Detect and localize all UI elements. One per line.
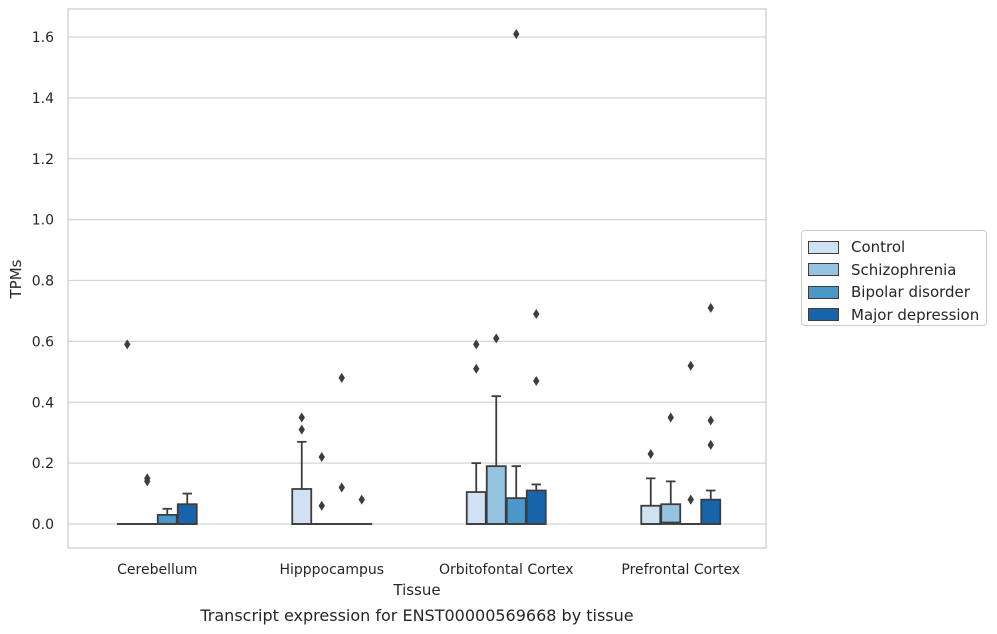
x-tick-label: Cerebellum — [117, 562, 197, 578]
box-major-depression — [351, 494, 373, 525]
legend-label: Schizophrenia — [851, 260, 957, 279]
outlier-point — [493, 333, 500, 344]
box-schizophrenia — [136, 473, 158, 525]
outlier-point — [144, 476, 151, 487]
box-major-depression — [525, 308, 547, 525]
box-rect — [640, 504, 662, 525]
legend: Control Schizophrenia Bipolar disorder Majo… — [801, 230, 987, 326]
outlier-point — [318, 452, 325, 463]
box-schizophrenia — [311, 452, 333, 525]
y-tick-label: 0.4 — [32, 395, 54, 411]
box-bipolar-disorder — [505, 28, 527, 525]
outlier-point — [298, 412, 305, 423]
outlier-point — [318, 500, 325, 511]
legend-swatch — [808, 308, 839, 322]
outlier-point — [358, 494, 365, 505]
y-tick-label: 0.0 — [32, 517, 54, 533]
outlier-point — [687, 494, 694, 505]
outlier-point — [338, 372, 345, 383]
legend-item: Schizophrenia — [808, 259, 986, 282]
box-bipolar-disorder — [680, 360, 702, 525]
outlier-point — [473, 339, 480, 350]
box-control — [291, 412, 313, 525]
outlier-point — [667, 412, 674, 423]
chart-caption: Transcript expression for ENST0000056966… — [200, 606, 634, 625]
outlier-point — [298, 424, 305, 435]
outlier-point — [707, 439, 714, 450]
x-tick-label: Hipppocampus — [279, 562, 384, 578]
outlier-point — [338, 482, 345, 493]
box-control — [465, 339, 487, 525]
legend-label: Bipolar disorder — [851, 283, 970, 302]
x-tick-label: Prefrontal Cortex — [621, 562, 740, 578]
outlier-point — [647, 448, 654, 459]
box-control — [640, 448, 662, 525]
legend-label: Control — [851, 238, 906, 257]
box-rect — [291, 488, 313, 525]
y-tick-label: 1.2 — [32, 152, 54, 168]
box-control — [116, 339, 138, 525]
box-schizophrenia — [660, 412, 682, 525]
outlier-point — [473, 363, 480, 374]
legend-swatch — [808, 240, 839, 254]
y-tick-label: 0.6 — [32, 334, 54, 350]
box-major-depression — [700, 302, 722, 525]
outlier-point — [533, 375, 540, 386]
y-tick-label: 0.2 — [32, 456, 54, 472]
legend-item: Control — [808, 236, 986, 259]
legend-label: Major depression — [851, 305, 980, 324]
gridlines — [68, 36, 766, 525]
box-schizophrenia — [485, 333, 507, 525]
box-rect — [465, 491, 487, 525]
outlier-point — [707, 302, 714, 313]
outlier-point — [124, 339, 131, 350]
box-rect — [176, 503, 198, 525]
legend-swatch — [808, 285, 839, 299]
box-rect — [525, 489, 547, 525]
y-tick-label: 1.0 — [32, 213, 54, 229]
y-tick-label: 0.8 — [32, 274, 54, 290]
y-axis-label: TPMs — [7, 259, 25, 299]
box-plots — [116, 28, 722, 525]
outlier-point — [533, 308, 540, 319]
box-bipolar-disorder — [156, 507, 178, 525]
box-rect — [660, 503, 682, 525]
x-tick-label: Orbitofontal Cortex — [439, 562, 574, 578]
box-rect — [156, 513, 178, 525]
box-rect — [700, 498, 722, 525]
plot-area-frame — [67, 8, 767, 549]
y-tick-label: 1.4 — [32, 91, 54, 107]
box-major-depression — [176, 492, 198, 525]
outlier-point — [687, 360, 694, 371]
outlier-point — [707, 415, 714, 426]
x-tick-labels: Cerebellum Hipppocampus Orbitofontal Corte… — [117, 562, 740, 578]
legend-item: Bipolar disorder — [808, 281, 986, 304]
x-axis-label: Tissue — [392, 581, 440, 599]
box-bipolar-disorder — [331, 372, 353, 525]
outlier-point — [513, 28, 520, 39]
legend-swatch — [808, 263, 839, 277]
y-tick-labels: 0.0 0.2 0.4 0.6 0.8 1.0 1.2 1.4 1.6 — [32, 30, 54, 533]
y-tick-label: 1.6 — [32, 30, 54, 46]
box-rect — [505, 497, 527, 525]
legend-item: Major depression — [808, 304, 986, 327]
box-rect — [485, 465, 507, 525]
